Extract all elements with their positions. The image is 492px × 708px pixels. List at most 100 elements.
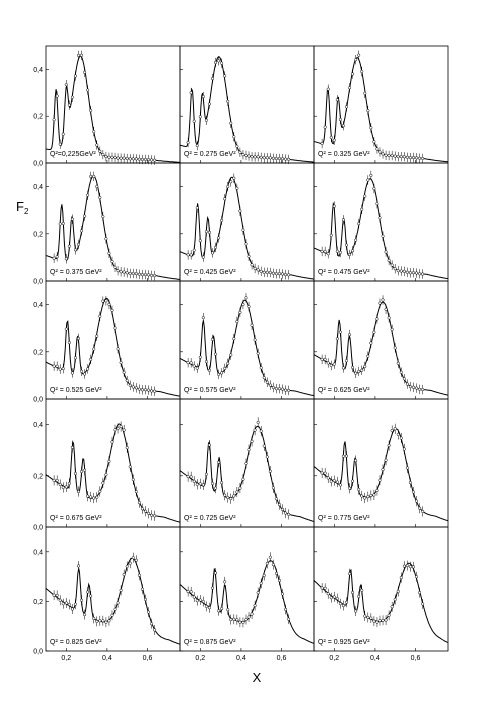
model-curve — [45, 175, 181, 280]
data-point — [229, 180, 233, 184]
data-point — [378, 150, 382, 154]
panel-9: Q² = 0.625 GeV² — [313, 280, 449, 400]
data-point — [244, 461, 248, 466]
data-point — [52, 593, 56, 597]
data-point — [186, 590, 190, 594]
data-point — [277, 156, 282, 161]
data-point — [256, 591, 260, 595]
data-point — [153, 389, 157, 393]
data-point — [287, 388, 291, 392]
data-point — [86, 193, 90, 197]
data-point — [268, 270, 272, 275]
data-point — [335, 337, 339, 341]
y-axis-title: F2 — [16, 199, 29, 216]
data-point — [329, 596, 333, 600]
data-point — [150, 622, 154, 626]
data-point — [411, 490, 416, 494]
data-point — [232, 176, 236, 180]
data-point — [192, 364, 196, 368]
data-point — [153, 514, 157, 518]
data-point — [67, 340, 71, 345]
data-point — [186, 141, 190, 145]
data-point — [140, 587, 144, 591]
data-point — [98, 195, 102, 200]
data-point — [210, 482, 215, 486]
data-point — [244, 296, 248, 300]
y-tick-label: 0,4 — [33, 549, 43, 556]
data-point — [250, 263, 254, 267]
model-curve — [179, 176, 315, 280]
data-point — [411, 156, 416, 160]
data-point — [217, 372, 221, 376]
data-point — [247, 254, 251, 258]
panel-10: 0,0 0,2 0,4 Q² = 0.675 GeV² — [33, 398, 181, 532]
data-point — [189, 361, 193, 365]
data-point — [369, 616, 373, 620]
data-point — [210, 251, 215, 255]
data-point — [387, 443, 391, 448]
data-point — [95, 495, 99, 499]
panel-q2-label: Q² = 0.625 GeV² — [318, 387, 370, 394]
data-point — [192, 595, 196, 599]
data-point — [347, 333, 352, 337]
panel-q2-label: Q² = 0.475 GeV² — [318, 269, 370, 276]
data-point — [134, 490, 138, 494]
data-point — [52, 364, 56, 368]
y-tick-label: 0,0 — [33, 161, 43, 168]
data-point — [198, 482, 202, 486]
data-point — [393, 427, 397, 431]
data-point — [357, 222, 361, 226]
panel-q2-label: Q² = 0.525 GeV² — [50, 387, 102, 394]
data-point — [73, 602, 77, 606]
data-point — [360, 207, 364, 211]
data-point — [223, 580, 227, 584]
data-point — [284, 388, 288, 392]
data-point — [223, 493, 227, 497]
data-point — [341, 218, 345, 222]
data-point — [354, 238, 358, 242]
data-point — [134, 386, 138, 390]
data-point — [332, 138, 336, 142]
data-point — [61, 602, 65, 606]
data-point — [204, 604, 208, 608]
y-tick-label: 0,2 — [33, 473, 43, 480]
data-point — [70, 607, 74, 611]
data-point — [363, 614, 367, 618]
data-point — [83, 372, 87, 376]
data-point — [213, 486, 218, 490]
data-point — [287, 273, 291, 277]
data-point — [235, 186, 239, 190]
data-point — [79, 470, 84, 474]
data-point — [101, 481, 105, 485]
panel-frame — [313, 45, 449, 164]
data-point — [396, 432, 400, 436]
data-point — [61, 485, 65, 490]
data-point — [393, 154, 397, 158]
data-point — [137, 387, 141, 391]
data-point — [329, 363, 333, 367]
data-point — [256, 155, 260, 159]
panel-13: 0,0 0,2 0,4 0,2 0,4 0,6 Q² = 0.825 GeV² — [33, 526, 181, 662]
data-point — [347, 486, 352, 490]
model-curve — [313, 428, 449, 522]
panel-14: 0,2 0,4 0,6 Q² = 0.875 GeV² — [179, 526, 315, 662]
data-point — [418, 591, 422, 595]
data-point — [247, 615, 251, 619]
y-tick-label: 0,4 — [33, 67, 43, 74]
data-point — [375, 620, 379, 624]
data-point — [98, 489, 102, 494]
data-point — [83, 468, 87, 472]
panel-frame — [313, 398, 449, 528]
data-point — [86, 367, 90, 371]
data-point — [402, 269, 406, 273]
data-point — [341, 124, 345, 128]
data-point — [150, 389, 154, 393]
panel-frame — [179, 45, 315, 164]
data-point — [186, 361, 190, 365]
data-point — [113, 156, 117, 160]
data-point — [229, 618, 233, 622]
data-point — [372, 493, 376, 497]
data-point — [67, 244, 71, 248]
model-curve — [45, 423, 181, 523]
data-point — [192, 479, 196, 483]
